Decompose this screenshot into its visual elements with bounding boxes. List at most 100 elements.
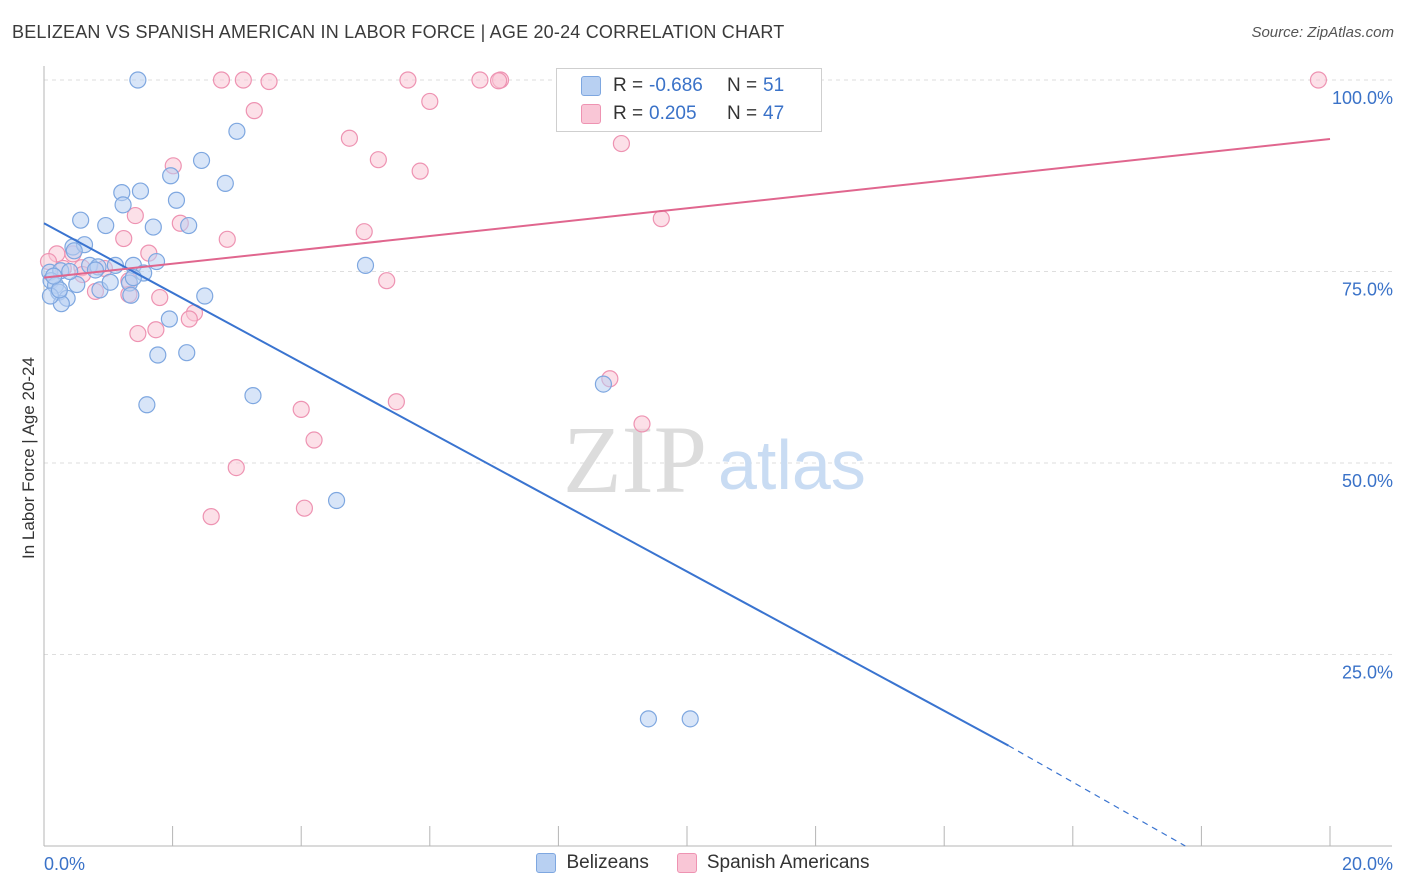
data-point [129, 71, 147, 89]
data-point [122, 286, 140, 304]
data-point [144, 218, 162, 236]
legend-item-belizeans[interactable]: Belizeans [536, 852, 649, 874]
data-point [639, 710, 658, 728]
trend-lines [43, 137, 1331, 847]
legend-label-spanish-americans: Spanish Americans [706, 852, 870, 873]
data-point [387, 393, 405, 411]
legend-row-belizeans: R = -0.686 N = 51 [581, 73, 784, 99]
data-point [227, 458, 245, 477]
data-point [234, 71, 252, 89]
data-point [86, 261, 105, 279]
data-point [295, 499, 314, 517]
series-legend: Belizeans Spanish Americans [0, 852, 1406, 874]
data-point [192, 151, 211, 170]
stats-legend: R = -0.686 N = 51 R = 0.205 N = 47 [556, 68, 822, 132]
trend-line-spanish-americans [43, 137, 1331, 279]
legend-r-label: R = [613, 103, 644, 124]
data-point [97, 216, 115, 235]
data-point [147, 321, 165, 339]
trend-line-belizeans [43, 222, 1009, 747]
data-point [218, 230, 236, 248]
legend-swatch-blue [536, 853, 557, 873]
data-point [305, 431, 323, 449]
data-point [369, 151, 387, 169]
data-point [129, 324, 147, 343]
data-point [72, 211, 90, 229]
data-point [178, 344, 196, 362]
data-point [633, 415, 651, 433]
data-point [356, 256, 375, 274]
data-point [180, 310, 198, 328]
trend-line-belizeans-extension [1008, 745, 1186, 847]
data-point [147, 252, 166, 271]
data-point [260, 72, 278, 91]
watermark: ZIP atlas [563, 406, 866, 513]
data-point [202, 508, 220, 526]
legend-swatch-pink [581, 104, 601, 124]
legend-item-spanish-americans[interactable]: Spanish Americans [676, 852, 870, 874]
data-point [244, 386, 262, 405]
data-point [196, 287, 214, 305]
data-point [114, 196, 132, 214]
data-point [115, 229, 133, 248]
legend-label-belizeans: Belizeans [566, 852, 649, 873]
data-point [61, 262, 79, 281]
legend-n-value: 47 [763, 103, 785, 124]
data-point [612, 134, 631, 153]
data-point [245, 102, 263, 120]
data-point [399, 71, 417, 89]
data-point [126, 206, 144, 225]
data-point [1309, 71, 1328, 89]
data-point [652, 210, 670, 228]
legend-swatch-blue [581, 76, 601, 96]
y-tick-label: 100.0% [1332, 88, 1393, 108]
data-point [65, 242, 83, 260]
data-point [162, 167, 180, 185]
source-label: Source: ZipAtlas.com [1251, 24, 1394, 41]
data-point [355, 223, 373, 241]
data-point [101, 273, 119, 291]
tick-labels: 25.0% 50.0% 75.0% 100.0% 0.0% 20.0% [44, 88, 1393, 874]
data-point [411, 162, 429, 180]
legend-r-value: -0.686 [649, 75, 703, 96]
data-point [212, 71, 231, 89]
legend-row-spanish-americans: R = 0.205 N = 47 [581, 101, 784, 127]
data-point [681, 710, 699, 728]
legend-n-label: N = [727, 103, 758, 124]
data-point [471, 71, 489, 89]
watermark-atlas: atlas [718, 426, 866, 504]
series-belizeans [41, 71, 699, 728]
data-point [594, 375, 613, 393]
data-point [149, 346, 167, 364]
data-point [68, 275, 86, 294]
data-point [340, 129, 359, 147]
data-point [151, 288, 169, 307]
chart-title: BELIZEAN VS SPANISH AMERICAN IN LABOR FO… [12, 22, 785, 42]
y-tick-label: 75.0% [1342, 280, 1393, 300]
x-tick-label: 0.0% [44, 854, 85, 874]
data-point [228, 122, 246, 140]
data-point [131, 182, 150, 200]
y-axis-label: In Labor Force | Age 20-24 [19, 357, 38, 559]
data-point [138, 396, 156, 414]
data-point [167, 191, 186, 209]
y-tick-label: 50.0% [1342, 471, 1393, 491]
data-point [421, 92, 439, 111]
x-tick-label: 20.0% [1342, 854, 1393, 874]
legend-swatch-pink [676, 853, 697, 873]
data-point [378, 272, 396, 290]
data-point [327, 491, 346, 510]
grid-lines [44, 79, 1392, 655]
legend-n-label: N = [727, 75, 758, 96]
axes [43, 66, 1392, 847]
data-point [160, 310, 178, 328]
data-point [490, 72, 508, 90]
data-point [216, 174, 234, 193]
y-tick-label: 25.0% [1342, 663, 1393, 683]
legend-n-value: 51 [763, 75, 785, 96]
data-point [180, 216, 198, 235]
data-point [292, 400, 310, 418]
legend-r-label: R = [613, 75, 644, 96]
legend-r-value: 0.205 [649, 103, 697, 124]
